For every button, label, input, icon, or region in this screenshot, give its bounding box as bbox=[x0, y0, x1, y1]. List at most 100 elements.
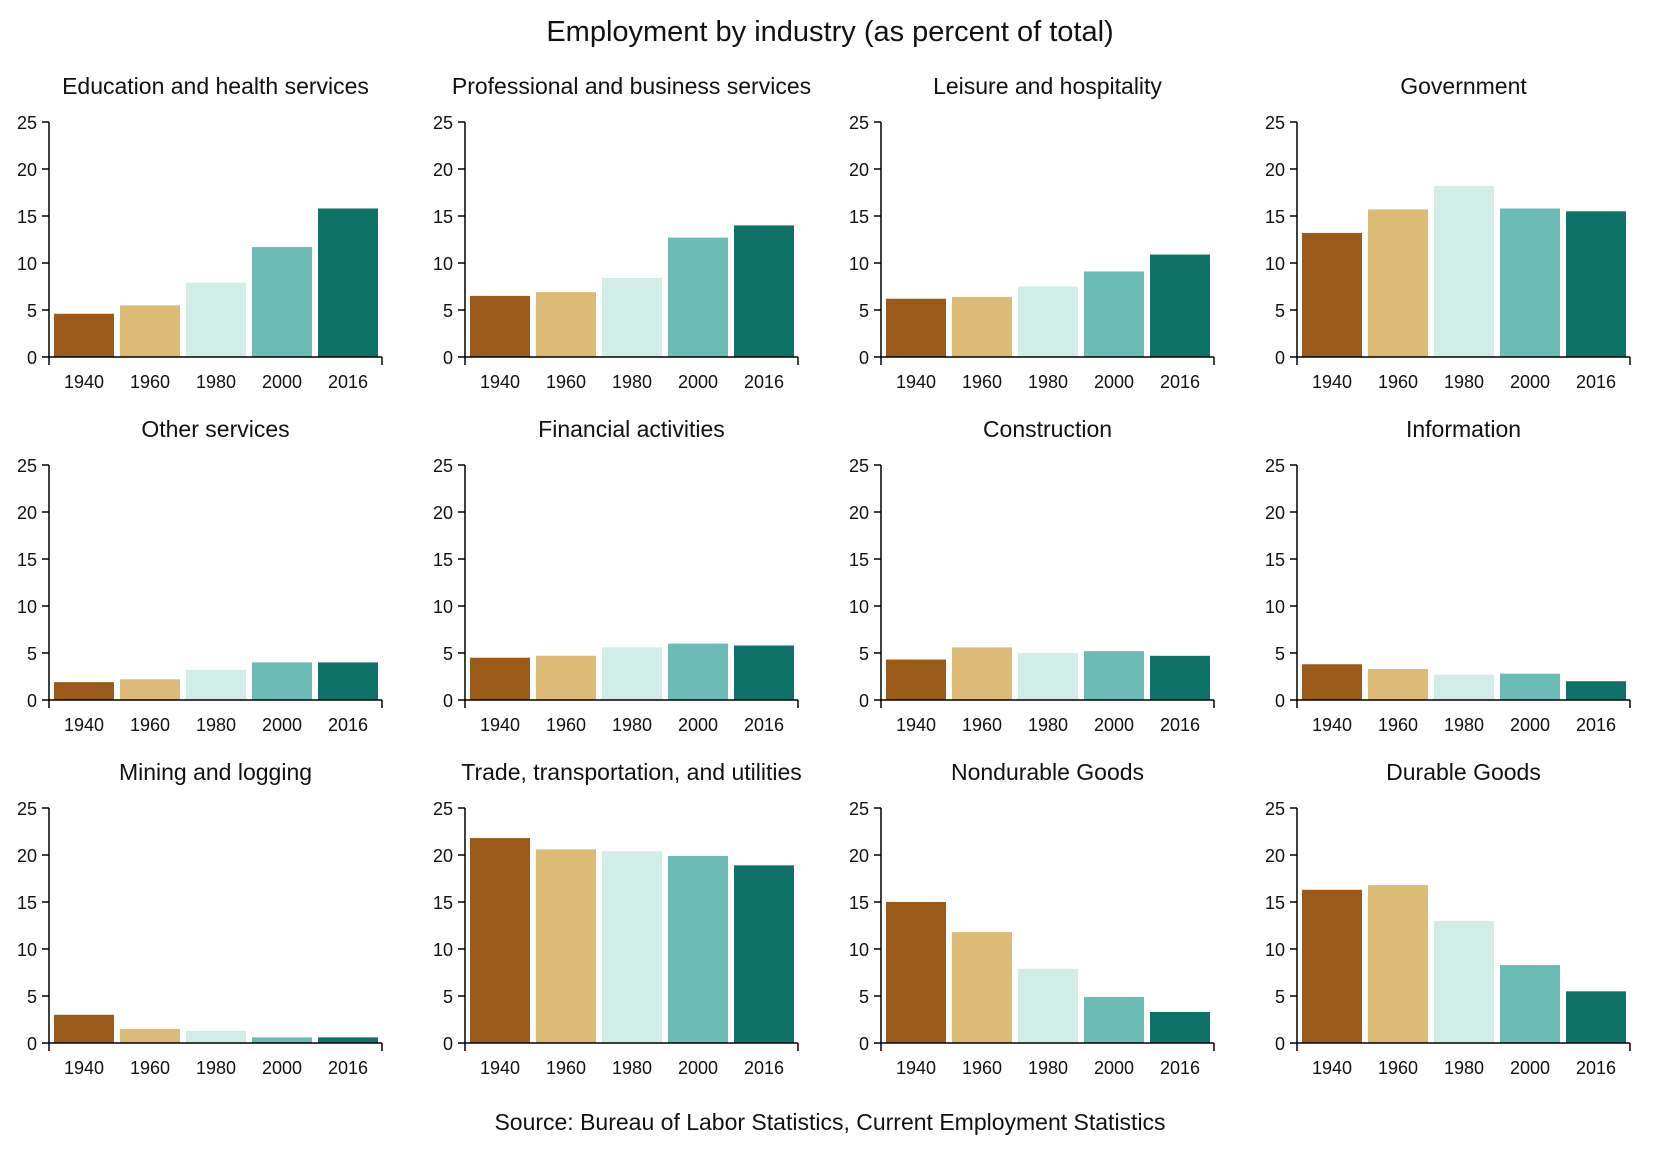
bar-2016 bbox=[734, 645, 794, 700]
panel-title: Mining and logging bbox=[119, 759, 312, 785]
bar-2000 bbox=[668, 237, 728, 357]
bar-1940 bbox=[886, 902, 946, 1043]
y-tick-label: 10 bbox=[17, 940, 37, 960]
bar-2016 bbox=[1566, 991, 1626, 1043]
y-tick-label: 5 bbox=[27, 301, 37, 321]
y-tick-label: 10 bbox=[17, 254, 37, 274]
y-tick-label: 5 bbox=[859, 301, 869, 321]
panel: Construction 0 5 10 15 20 25 1940 1960 1980 2000 20… bbox=[849, 416, 1215, 735]
x-tick-label: 2000 bbox=[678, 715, 718, 735]
y-tick-label: 0 bbox=[27, 348, 37, 368]
y-tick-label: 5 bbox=[1275, 644, 1285, 664]
x-tick-label: 2000 bbox=[262, 1058, 302, 1078]
x-tick-label: 2000 bbox=[1510, 715, 1550, 735]
x-tick-label: 2000 bbox=[1510, 372, 1550, 392]
panel-title: Professional and business services bbox=[452, 73, 811, 99]
x-tick-label: 2000 bbox=[1510, 1058, 1550, 1078]
y-tick-label: 10 bbox=[1265, 940, 1285, 960]
y-tick-label: 25 bbox=[1265, 456, 1285, 476]
bar-1940 bbox=[1302, 664, 1362, 700]
panel-title: Other services bbox=[141, 416, 289, 442]
bar-1960 bbox=[536, 655, 596, 700]
panel-title: Construction bbox=[983, 416, 1112, 442]
panel: Nondurable Goods 0 5 10 15 20 25 1940 1960 1980 20… bbox=[849, 759, 1215, 1078]
panel-title: Government bbox=[1400, 73, 1527, 99]
y-tick-label: 0 bbox=[443, 1034, 453, 1054]
x-tick-label: 2016 bbox=[744, 372, 784, 392]
y-tick-label: 15 bbox=[849, 893, 869, 913]
panel-title: Information bbox=[1406, 416, 1521, 442]
bar-2000 bbox=[668, 643, 728, 700]
y-tick-label: 20 bbox=[849, 503, 869, 523]
bar-1980 bbox=[1018, 286, 1078, 357]
y-tick-label: 20 bbox=[433, 503, 453, 523]
bar-1940 bbox=[1302, 889, 1362, 1043]
bar-1940 bbox=[886, 298, 946, 357]
y-tick-label: 15 bbox=[433, 207, 453, 227]
x-tick-label: 1980 bbox=[1028, 1058, 1068, 1078]
y-tick-label: 0 bbox=[27, 1034, 37, 1054]
y-tick-label: 15 bbox=[17, 893, 37, 913]
y-tick-label: 5 bbox=[27, 987, 37, 1007]
y-tick-label: 5 bbox=[443, 644, 453, 664]
y-tick-label: 15 bbox=[1265, 207, 1285, 227]
y-tick-label: 5 bbox=[859, 644, 869, 664]
bar-2000 bbox=[1084, 651, 1144, 700]
x-tick-label: 1980 bbox=[1444, 372, 1484, 392]
bar-2016 bbox=[1566, 681, 1626, 700]
x-tick-label: 2016 bbox=[1576, 1058, 1616, 1078]
bar-2016 bbox=[734, 865, 794, 1043]
bar-1940 bbox=[54, 682, 114, 700]
y-tick-label: 20 bbox=[849, 160, 869, 180]
y-tick-label: 20 bbox=[849, 846, 869, 866]
chart-title: Employment by industry (as percent of to… bbox=[546, 16, 1114, 48]
x-tick-label: 1940 bbox=[1312, 715, 1352, 735]
y-tick-label: 10 bbox=[433, 597, 453, 617]
y-tick-label: 10 bbox=[433, 254, 453, 274]
bar-1980 bbox=[602, 647, 662, 700]
x-tick-label: 1980 bbox=[196, 715, 236, 735]
x-tick-label: 2016 bbox=[1160, 372, 1200, 392]
panel-title: Leisure and hospitality bbox=[933, 73, 1162, 99]
x-tick-label: 2000 bbox=[678, 1058, 718, 1078]
y-tick-label: 5 bbox=[859, 987, 869, 1007]
source-note: Source: Bureau of Labor Statistics, Curr… bbox=[494, 1109, 1166, 1135]
panel-title: Durable Goods bbox=[1386, 759, 1541, 785]
y-tick-label: 5 bbox=[1275, 301, 1285, 321]
panel: Mining and logging 0 5 10 15 20 25 1940 1960 1980… bbox=[17, 759, 383, 1078]
y-tick-label: 20 bbox=[1265, 846, 1285, 866]
panel: Durable Goods 0 5 10 15 20 25 1940 1960 1980 2000 2… bbox=[1265, 759, 1631, 1078]
bar-1940 bbox=[54, 313, 114, 357]
x-tick-label: 1960 bbox=[962, 1058, 1002, 1078]
x-tick-label: 1940 bbox=[64, 715, 104, 735]
bar-2000 bbox=[252, 1037, 312, 1043]
bar-2000 bbox=[1500, 673, 1560, 700]
y-tick-label: 15 bbox=[1265, 893, 1285, 913]
bar-2000 bbox=[252, 247, 312, 357]
x-tick-label: 1960 bbox=[962, 372, 1002, 392]
x-tick-label: 2016 bbox=[1576, 372, 1616, 392]
bar-1960 bbox=[1368, 209, 1428, 357]
x-tick-label: 1960 bbox=[546, 1058, 586, 1078]
bar-1960 bbox=[1368, 668, 1428, 700]
bar-2016 bbox=[734, 225, 794, 357]
panel-title: Financial activities bbox=[538, 416, 725, 442]
bar-1960 bbox=[536, 849, 596, 1043]
x-tick-label: 1940 bbox=[1312, 1058, 1352, 1078]
y-tick-label: 10 bbox=[849, 254, 869, 274]
x-tick-label: 1940 bbox=[896, 1058, 936, 1078]
x-tick-label: 1960 bbox=[1378, 715, 1418, 735]
bar-1940 bbox=[886, 659, 946, 700]
x-tick-label: 2016 bbox=[1160, 1058, 1200, 1078]
x-tick-label: 2016 bbox=[328, 372, 368, 392]
y-tick-label: 20 bbox=[1265, 503, 1285, 523]
x-tick-label: 1960 bbox=[1378, 1058, 1418, 1078]
y-tick-label: 25 bbox=[1265, 799, 1285, 819]
bar-1960 bbox=[120, 679, 180, 700]
y-tick-label: 15 bbox=[17, 207, 37, 227]
y-tick-label: 25 bbox=[1265, 113, 1285, 133]
panel: Government 0 5 10 15 20 25 1940 1960 1980 2000 2016 bbox=[1265, 73, 1631, 392]
panel: Other services 0 5 10 15 20 25 1940 1960 1980 2000… bbox=[17, 416, 383, 735]
bar-1940 bbox=[470, 838, 530, 1043]
